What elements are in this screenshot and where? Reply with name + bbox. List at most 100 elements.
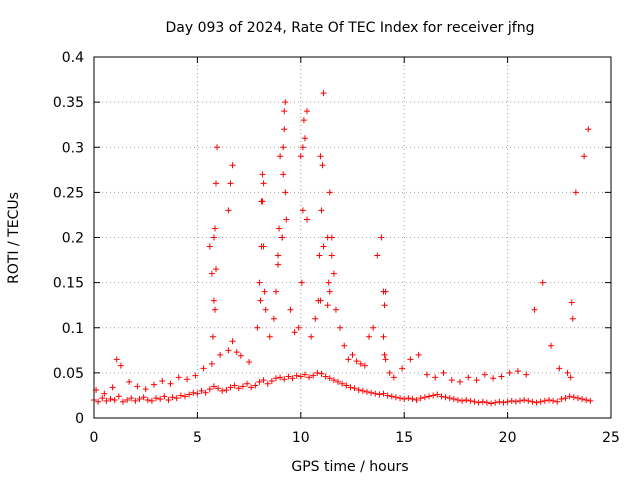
data-point [550, 397, 557, 404]
y-tick-label: 0.05 [53, 366, 84, 382]
data-point [225, 347, 232, 354]
data-point [281, 108, 288, 115]
data-point [132, 397, 139, 404]
data-point [161, 393, 168, 400]
data-point [280, 171, 287, 178]
data-point [282, 189, 289, 196]
data-point [569, 315, 576, 322]
y-tick-label: 0.35 [53, 95, 84, 111]
data-point [370, 324, 377, 331]
data-point [312, 315, 319, 322]
y-tick-label: 0.4 [62, 50, 84, 66]
data-point [566, 393, 573, 400]
data-point [235, 385, 242, 392]
data-point [169, 394, 176, 401]
data-point [279, 234, 286, 241]
data-point [500, 399, 507, 406]
data-point [448, 377, 455, 384]
data-point [531, 306, 538, 313]
data-point [525, 397, 532, 404]
data-point [382, 356, 389, 363]
chart-title: Day 093 of 2024, Rate Of TEC Index for r… [166, 20, 535, 36]
data-point [392, 394, 399, 401]
data-point [115, 393, 122, 400]
data-point [326, 288, 333, 295]
data-point [368, 389, 375, 396]
data-point [128, 395, 135, 402]
data-point [297, 373, 304, 380]
data-point [380, 390, 387, 397]
data-point [266, 333, 273, 340]
data-point [372, 390, 379, 397]
data-point [328, 234, 335, 241]
data-point [270, 315, 277, 322]
data-point [198, 387, 205, 394]
data-point [173, 395, 180, 402]
data-point [471, 398, 478, 405]
y-tick-label: 0.3 [62, 140, 84, 156]
data-point [459, 397, 466, 404]
data-point [506, 369, 513, 376]
data-point [463, 396, 470, 403]
data-point [397, 395, 404, 402]
data-point [264, 380, 271, 387]
data-point [316, 252, 323, 259]
data-point [181, 393, 188, 400]
data-point [320, 90, 327, 97]
y-tick-label: 0.15 [53, 276, 84, 292]
data-point [215, 385, 222, 392]
data-point [324, 302, 331, 309]
data-point [382, 288, 389, 295]
data-point [345, 356, 352, 363]
data-point [475, 399, 482, 406]
data-point [136, 396, 143, 403]
data-point [298, 279, 305, 286]
data-point [159, 377, 166, 384]
data-point [153, 395, 160, 402]
data-point [277, 374, 284, 381]
y-tick-label: 0.25 [53, 185, 84, 201]
data-point [572, 189, 579, 196]
data-point [381, 302, 388, 309]
data-point [206, 243, 213, 250]
data-point [351, 385, 358, 392]
data-point [117, 362, 124, 369]
data-point [317, 297, 324, 304]
data-point [256, 378, 263, 385]
data-point [405, 395, 412, 402]
data-point [562, 395, 569, 402]
data-point [165, 396, 172, 403]
data-point [366, 333, 373, 340]
data-point [378, 234, 385, 241]
data-point [554, 398, 561, 405]
data-point [134, 383, 141, 390]
data-point [260, 377, 267, 384]
data-point [281, 126, 288, 133]
data-point [523, 371, 530, 378]
data-point [124, 396, 131, 403]
data-point [426, 393, 433, 400]
data-point [570, 394, 577, 401]
data-point [283, 216, 290, 223]
data-point [423, 371, 430, 378]
data-point [488, 400, 495, 407]
data-point [504, 398, 511, 405]
data-point [214, 144, 221, 151]
data-point [430, 392, 437, 399]
data-point [202, 389, 209, 396]
data-points [91, 90, 594, 407]
data-point [390, 374, 397, 381]
data-point [260, 180, 267, 187]
data-point [208, 360, 215, 367]
data-point [211, 225, 218, 232]
data-point [434, 391, 441, 398]
data-point [150, 381, 157, 388]
data-point [355, 387, 362, 394]
data-point [272, 288, 279, 295]
data-point [438, 393, 445, 400]
data-point [148, 397, 155, 404]
data-point [231, 382, 238, 389]
data-point [258, 243, 265, 250]
data-point [248, 384, 255, 391]
y-tick-label: 0 [75, 411, 84, 427]
